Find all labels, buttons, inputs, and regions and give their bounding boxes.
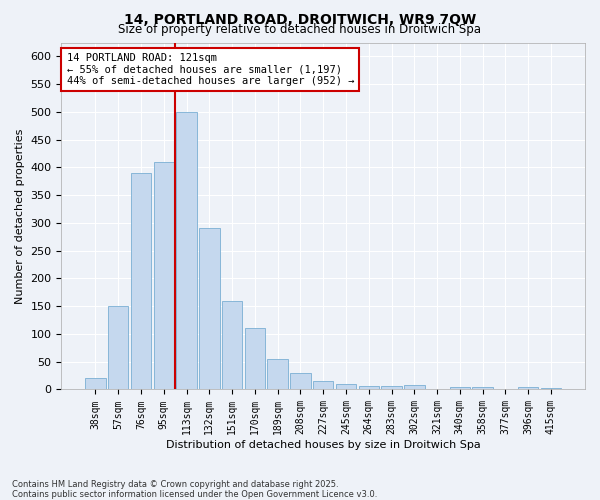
Bar [313, 381, 334, 390]
Bar [381, 386, 402, 390]
Bar [154, 162, 174, 390]
Bar [449, 386, 470, 390]
Text: 14 PORTLAND ROAD: 121sqm
← 55% of detached houses are smaller (1,197)
44% of sem: 14 PORTLAND ROAD: 121sqm ← 55% of detach… [67, 53, 354, 86]
Bar [222, 300, 242, 390]
Bar [290, 373, 311, 390]
X-axis label: Distribution of detached houses by size in Droitwich Spa: Distribution of detached houses by size … [166, 440, 481, 450]
Bar [518, 386, 538, 390]
Text: Size of property relative to detached houses in Droitwich Spa: Size of property relative to detached ho… [119, 22, 482, 36]
Bar [404, 385, 425, 390]
Y-axis label: Number of detached properties: Number of detached properties [15, 128, 25, 304]
Text: 14, PORTLAND ROAD, DROITWICH, WR9 7QW: 14, PORTLAND ROAD, DROITWICH, WR9 7QW [124, 12, 476, 26]
Text: Contains HM Land Registry data © Crown copyright and database right 2025.
Contai: Contains HM Land Registry data © Crown c… [12, 480, 377, 499]
Bar [472, 386, 493, 390]
Bar [359, 386, 379, 390]
Bar [199, 228, 220, 390]
Bar [268, 359, 288, 390]
Bar [108, 306, 128, 390]
Bar [336, 384, 356, 390]
Bar [245, 328, 265, 390]
Bar [176, 112, 197, 390]
Bar [85, 378, 106, 390]
Bar [131, 173, 151, 390]
Bar [541, 388, 561, 390]
Bar [427, 389, 448, 390]
